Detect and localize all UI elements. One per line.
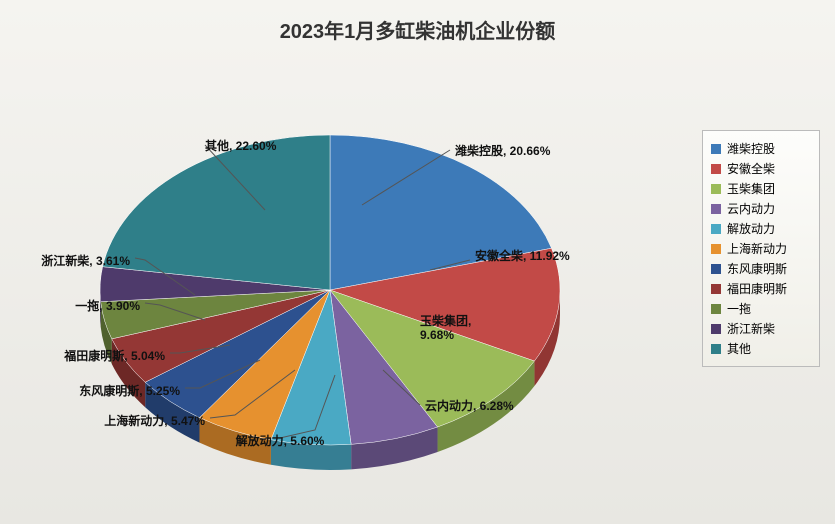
chart-container: 2023年1月多缸柴油机企业份额 潍柴控股, 20.66% 安徽全柴, 11.92…: [0, 0, 835, 524]
legend-item: 安徽全柴: [711, 160, 811, 177]
legend-swatch: [711, 184, 721, 194]
legend-swatch: [711, 324, 721, 334]
slice-label: 玉柴集团,: [420, 313, 471, 328]
legend-item: 玉柴集团: [711, 180, 811, 197]
legend-label: 上海新动力: [727, 240, 787, 257]
legend-swatch: [711, 344, 721, 354]
chart-title: 2023年1月多缸柴油机企业份额: [280, 15, 556, 44]
slice-label: 上海新动力, 5.47%: [104, 413, 205, 428]
legend-swatch: [711, 164, 721, 174]
legend: 潍柴控股安徽全柴玉柴集团云内动力解放动力上海新动力东风康明斯福田康明斯一拖浙江新…: [702, 130, 820, 367]
legend-swatch: [711, 204, 721, 214]
legend-label: 福田康明斯: [727, 280, 787, 297]
legend-label: 一拖: [727, 300, 751, 317]
slice-label: 云内动力, 6.28%: [425, 398, 514, 413]
legend-item: 浙江新柴: [711, 320, 811, 337]
legend-label: 云内动力: [727, 200, 775, 217]
legend-item: 福田康明斯: [711, 280, 811, 297]
slice-label: 浙江新柴, 3.61%: [41, 253, 130, 268]
legend-swatch: [711, 144, 721, 154]
legend-item: 东风康明斯: [711, 260, 811, 277]
slice-label: 安徽全柴, 11.92%: [475, 248, 570, 263]
slice-label: 潍柴控股, 20.66%: [454, 143, 551, 158]
pie-svg: 潍柴控股, 20.66% 安徽全柴, 11.92% 玉柴集团,9.68% 云内动力, …: [70, 55, 770, 525]
slice-label: 其他, 22.60%: [205, 138, 277, 153]
legend-swatch: [711, 264, 721, 274]
legend-label: 其他: [727, 340, 751, 357]
legend-item: 潍柴控股: [711, 140, 811, 157]
slice-label: 福田康明斯, 5.04%: [63, 348, 165, 363]
legend-item: 一拖: [711, 300, 811, 317]
legend-swatch: [711, 244, 721, 254]
legend-label: 潍柴控股: [727, 140, 775, 157]
slice-label: 解放动力, 5.60%: [236, 433, 325, 448]
legend-item: 解放动力: [711, 220, 811, 237]
legend-swatch: [711, 304, 721, 314]
legend-label: 解放动力: [727, 220, 775, 237]
pie-chart: 潍柴控股, 20.66% 安徽全柴, 11.92% 玉柴集团,9.68% 云内动力, …: [70, 55, 590, 515]
slice-label: 东风康明斯, 5.25%: [79, 383, 180, 398]
slice-label: 9.68%: [420, 328, 454, 342]
slice-label: 一拖, 3.90%: [75, 298, 140, 313]
legend-label: 玉柴集团: [727, 180, 775, 197]
legend-label: 浙江新柴: [727, 320, 775, 337]
legend-swatch: [711, 284, 721, 294]
legend-label: 安徽全柴: [727, 160, 775, 177]
legend-item: 云内动力: [711, 200, 811, 217]
pie-slice: [103, 135, 330, 290]
legend-item: 其他: [711, 340, 811, 357]
legend-item: 上海新动力: [711, 240, 811, 257]
legend-label: 东风康明斯: [727, 260, 787, 277]
legend-swatch: [711, 224, 721, 234]
